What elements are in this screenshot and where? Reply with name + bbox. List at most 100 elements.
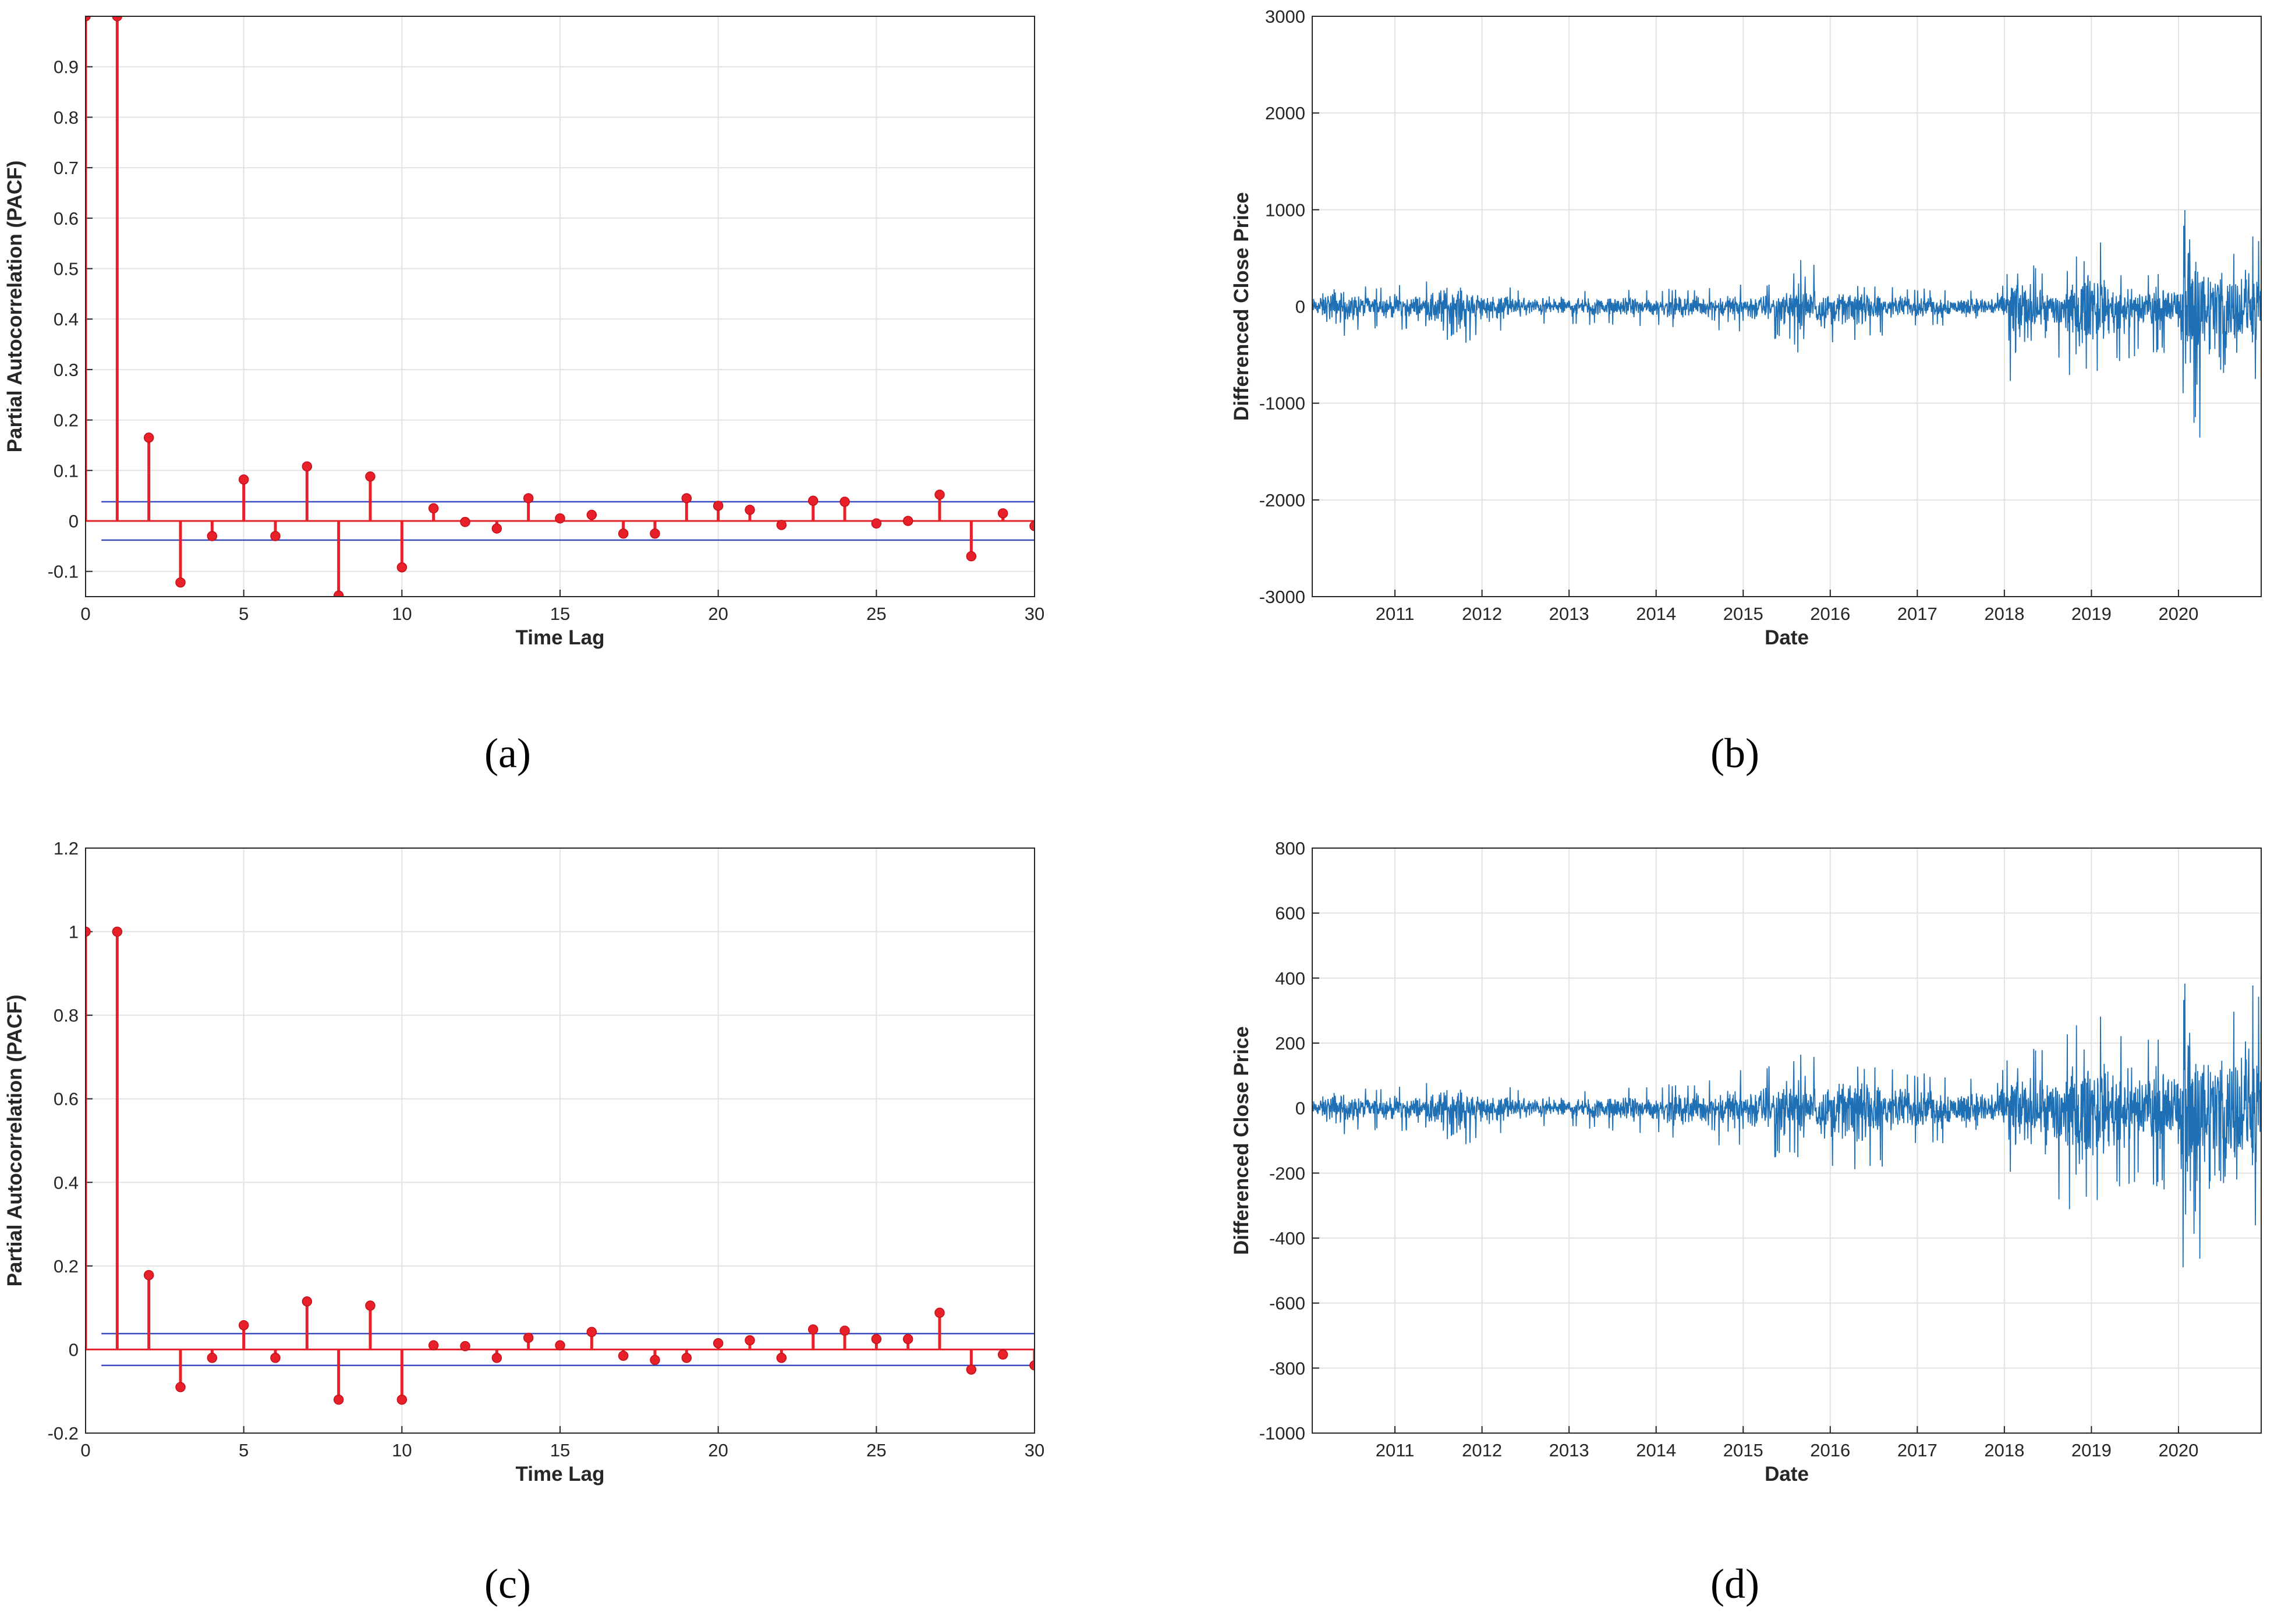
x-tick-label: 10 bbox=[392, 604, 412, 624]
y-tick-label: 800 bbox=[1275, 838, 1305, 859]
x-tick-label: 2011 bbox=[1376, 1440, 1415, 1460]
stem-marker bbox=[523, 493, 534, 503]
stem-marker bbox=[112, 16, 123, 22]
x-tick-label: 25 bbox=[866, 1440, 886, 1460]
x-tick-label: 2017 bbox=[1897, 1440, 1937, 1460]
pacf-chart-a: 0 5 10 15 20 25 30 -0.1 0 0.1 0.2 0.3 0.4 0.5 0.6 0.7 0.… bbox=[3, 16, 1044, 649]
stem-series bbox=[86, 16, 1035, 597]
stem-marker bbox=[871, 1334, 882, 1345]
x-tick-label: 2012 bbox=[1462, 604, 1502, 624]
x-tick-label: 15 bbox=[550, 1440, 570, 1460]
x-tick-label: 5 bbox=[239, 604, 249, 624]
line-series bbox=[1312, 210, 2261, 438]
caption-b: (b) bbox=[1710, 730, 1759, 776]
x-axis-label: Time Lag bbox=[515, 1463, 604, 1485]
y-tick-label: 1.2 bbox=[54, 838, 79, 859]
stem-marker bbox=[428, 503, 439, 514]
y-tick-label: 600 bbox=[1275, 903, 1305, 924]
y-axis-label: Partial Autocorrelation (PACF) bbox=[3, 161, 26, 453]
caption-d: (d) bbox=[1710, 1561, 1759, 1607]
stem-marker bbox=[776, 520, 787, 530]
x-tick-label: 2018 bbox=[1984, 604, 2024, 624]
x-axis-label: Date bbox=[1765, 1463, 1809, 1485]
stem-marker bbox=[270, 1353, 281, 1363]
y-tick-label: 0 bbox=[1295, 297, 1305, 317]
stem-marker bbox=[143, 1270, 154, 1281]
x-axis-label: Time Lag bbox=[515, 626, 604, 649]
x-tick-label: 2020 bbox=[2158, 1440, 2198, 1460]
y-tick-label: -1000 bbox=[1259, 393, 1305, 414]
x-tick-label: 2016 bbox=[1810, 604, 1850, 624]
y-tick-label: 0 bbox=[69, 1339, 79, 1360]
stem-marker bbox=[112, 926, 123, 937]
stem-marker bbox=[396, 1394, 408, 1405]
differenced-price-chart-b: 2011 2012 2013 2014 2015 2016 2017 2018 2019 2020… bbox=[1230, 6, 2262, 649]
stem-marker bbox=[302, 461, 313, 472]
x-tick-label: 2019 bbox=[2071, 604, 2112, 624]
y-tick-label: 0.2 bbox=[54, 1256, 79, 1276]
y-tick-label: 3000 bbox=[1265, 6, 1305, 27]
x-tick-label: 5 bbox=[239, 1440, 249, 1460]
stem-marker bbox=[776, 1353, 787, 1363]
stem-marker bbox=[238, 1320, 249, 1331]
x-tick-label: 20 bbox=[708, 604, 728, 624]
stem-marker bbox=[807, 1324, 819, 1335]
x-tick-label: 30 bbox=[1025, 1440, 1044, 1460]
axes-frame bbox=[1312, 16, 2262, 597]
x-tick-label: 2019 bbox=[2071, 1440, 2112, 1460]
stem-marker bbox=[807, 495, 819, 506]
caption-c: (c) bbox=[484, 1561, 531, 1607]
x-tick-label: 2016 bbox=[1810, 1440, 1850, 1460]
stem-marker bbox=[333, 1394, 344, 1405]
stem-marker bbox=[902, 516, 913, 526]
stem-marker bbox=[745, 505, 755, 515]
stem-marker bbox=[555, 1340, 565, 1350]
y-tick-label: -2000 bbox=[1259, 490, 1305, 510]
axes-frame bbox=[1312, 848, 2262, 1434]
y-tick-label: 1 bbox=[69, 922, 79, 942]
y-tick-label: -0.2 bbox=[48, 1423, 79, 1444]
axes-frame bbox=[85, 16, 1035, 597]
stem-marker bbox=[523, 1332, 534, 1343]
y-tick-label: -200 bbox=[1269, 1163, 1305, 1183]
stem-marker bbox=[840, 497, 850, 507]
y-tick-label: 0.7 bbox=[54, 158, 79, 178]
line-series bbox=[1312, 983, 2261, 1268]
stem-marker bbox=[745, 1335, 755, 1346]
x-tick-label: 0 bbox=[80, 604, 90, 624]
y-tick-label: 0.5 bbox=[54, 258, 79, 279]
y-tick-label: 400 bbox=[1275, 968, 1305, 988]
differenced-price-line bbox=[1312, 210, 2261, 438]
stem-marker bbox=[1029, 520, 1035, 531]
stem-marker bbox=[650, 528, 660, 539]
stem-marker bbox=[902, 1334, 913, 1345]
y-tick-label: 0.6 bbox=[54, 208, 79, 229]
stem-marker bbox=[618, 528, 629, 539]
stem-marker bbox=[207, 531, 218, 541]
y-axis-label: Differenced Close Price bbox=[1230, 192, 1253, 421]
stem-marker bbox=[618, 1350, 629, 1361]
y-tick-label: -1000 bbox=[1259, 1423, 1305, 1444]
stem-series bbox=[86, 926, 1035, 1405]
y-tick-label: 0.4 bbox=[54, 1172, 79, 1193]
x-tick-label: 2015 bbox=[1723, 604, 1763, 624]
stem-marker bbox=[365, 471, 376, 482]
stem-marker bbox=[333, 590, 344, 597]
stem-marker bbox=[713, 1338, 724, 1349]
x-axis-label: Date bbox=[1765, 626, 1809, 649]
x-tick-label: 10 bbox=[392, 1440, 412, 1460]
stem-marker bbox=[586, 509, 597, 520]
x-tick-label: 2014 bbox=[1636, 604, 1676, 624]
y-axis-label: Partial Autocorrelation (PACF) bbox=[3, 995, 26, 1287]
stem-marker bbox=[238, 474, 249, 485]
y-axis-label: Differenced Close Price bbox=[1230, 1026, 1253, 1255]
x-tick-label: 2020 bbox=[2158, 604, 2198, 624]
y-tick-label: 0.3 bbox=[54, 360, 79, 380]
x-tick-label: 2017 bbox=[1897, 604, 1937, 624]
stem-marker bbox=[966, 1364, 977, 1375]
y-tick-label: 0.8 bbox=[54, 1005, 79, 1026]
stem-marker bbox=[396, 562, 408, 573]
stem-marker bbox=[365, 1300, 376, 1311]
stem-marker bbox=[650, 1354, 660, 1366]
